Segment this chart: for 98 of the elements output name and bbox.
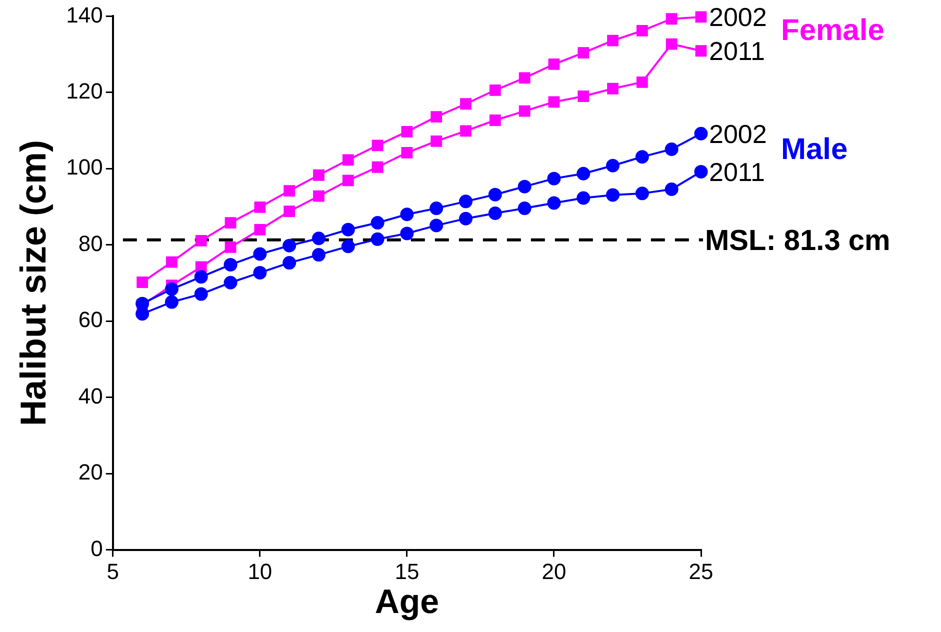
point bbox=[341, 222, 355, 236]
text: Male bbox=[781, 132, 848, 166]
point bbox=[195, 234, 207, 246]
point bbox=[576, 166, 590, 180]
y-tick-label: 60 bbox=[78, 307, 103, 332]
point bbox=[518, 72, 530, 84]
point bbox=[430, 111, 442, 123]
point bbox=[224, 241, 236, 253]
point bbox=[488, 206, 502, 220]
point bbox=[164, 282, 178, 296]
point bbox=[401, 146, 413, 158]
point bbox=[518, 105, 530, 117]
x-axis-title: Age bbox=[374, 582, 440, 621]
y-tick-label: 0 bbox=[90, 536, 103, 561]
point bbox=[372, 161, 384, 173]
point bbox=[664, 182, 678, 196]
point bbox=[489, 84, 501, 96]
point bbox=[400, 208, 414, 222]
point bbox=[312, 232, 326, 246]
point bbox=[313, 190, 324, 202]
point bbox=[547, 172, 561, 186]
point bbox=[224, 276, 238, 290]
point bbox=[341, 240, 355, 254]
point bbox=[194, 287, 208, 301]
point bbox=[312, 248, 326, 262]
point bbox=[194, 270, 208, 284]
y-tick-label: 40 bbox=[78, 383, 103, 408]
point bbox=[547, 196, 561, 210]
point bbox=[372, 140, 384, 152]
point bbox=[666, 38, 678, 50]
x-tick-label: 10 bbox=[248, 559, 272, 584]
y-tick-label: 140 bbox=[66, 2, 103, 28]
point bbox=[460, 125, 472, 137]
point bbox=[400, 226, 414, 240]
point bbox=[166, 256, 178, 268]
point bbox=[313, 169, 324, 181]
point bbox=[576, 191, 590, 205]
point bbox=[578, 47, 590, 58]
point bbox=[607, 82, 618, 94]
point bbox=[695, 11, 707, 23]
point bbox=[342, 154, 354, 166]
point bbox=[430, 136, 442, 147]
x-tick-label: 25 bbox=[688, 559, 714, 584]
x-tick-label: 5 bbox=[106, 559, 120, 584]
y-tick-label: 80 bbox=[78, 230, 103, 256]
point bbox=[282, 238, 296, 252]
point bbox=[635, 186, 649, 200]
point bbox=[370, 216, 384, 230]
point bbox=[694, 126, 708, 140]
x-tick-label: 15 bbox=[394, 559, 420, 584]
point bbox=[370, 232, 384, 246]
point bbox=[284, 185, 296, 196]
point bbox=[460, 98, 472, 110]
point bbox=[666, 13, 678, 25]
point bbox=[518, 202, 532, 216]
point bbox=[578, 90, 590, 102]
point bbox=[694, 164, 708, 178]
point bbox=[253, 247, 267, 261]
point bbox=[548, 96, 560, 108]
y-tick-label: 20 bbox=[78, 460, 103, 485]
point bbox=[489, 114, 501, 126]
y-tick-label: 100 bbox=[66, 154, 103, 180]
text: Female bbox=[781, 14, 884, 48]
point bbox=[224, 258, 238, 272]
point bbox=[430, 202, 444, 216]
point bbox=[488, 188, 502, 202]
point bbox=[459, 212, 473, 226]
point bbox=[136, 307, 150, 321]
point bbox=[695, 45, 707, 57]
series-label: 2011 bbox=[709, 36, 765, 66]
x-tick-label: 20 bbox=[542, 559, 566, 584]
series-label: 2002 bbox=[709, 2, 767, 32]
point bbox=[459, 194, 473, 208]
y-tick-label: 120 bbox=[66, 78, 103, 104]
point bbox=[254, 201, 266, 213]
point bbox=[636, 24, 648, 36]
point bbox=[253, 266, 267, 280]
point bbox=[254, 224, 266, 236]
point bbox=[664, 142, 678, 156]
series-label: 2002 bbox=[709, 118, 767, 149]
series-label: 2011 bbox=[709, 156, 765, 187]
point bbox=[518, 180, 532, 194]
point bbox=[224, 217, 236, 228]
point bbox=[282, 256, 296, 270]
point bbox=[136, 276, 148, 288]
point bbox=[607, 34, 618, 46]
point bbox=[430, 218, 444, 232]
y-axis-title: Halibut size (cm) bbox=[12, 140, 54, 426]
point bbox=[606, 158, 620, 172]
point bbox=[284, 206, 296, 218]
point bbox=[606, 188, 620, 202]
point bbox=[636, 76, 648, 88]
point bbox=[635, 150, 649, 164]
point bbox=[401, 126, 413, 138]
point bbox=[342, 174, 354, 186]
point bbox=[164, 295, 178, 309]
ref-line-label: MSL: 81.3 cm bbox=[705, 224, 890, 257]
point bbox=[548, 58, 560, 70]
